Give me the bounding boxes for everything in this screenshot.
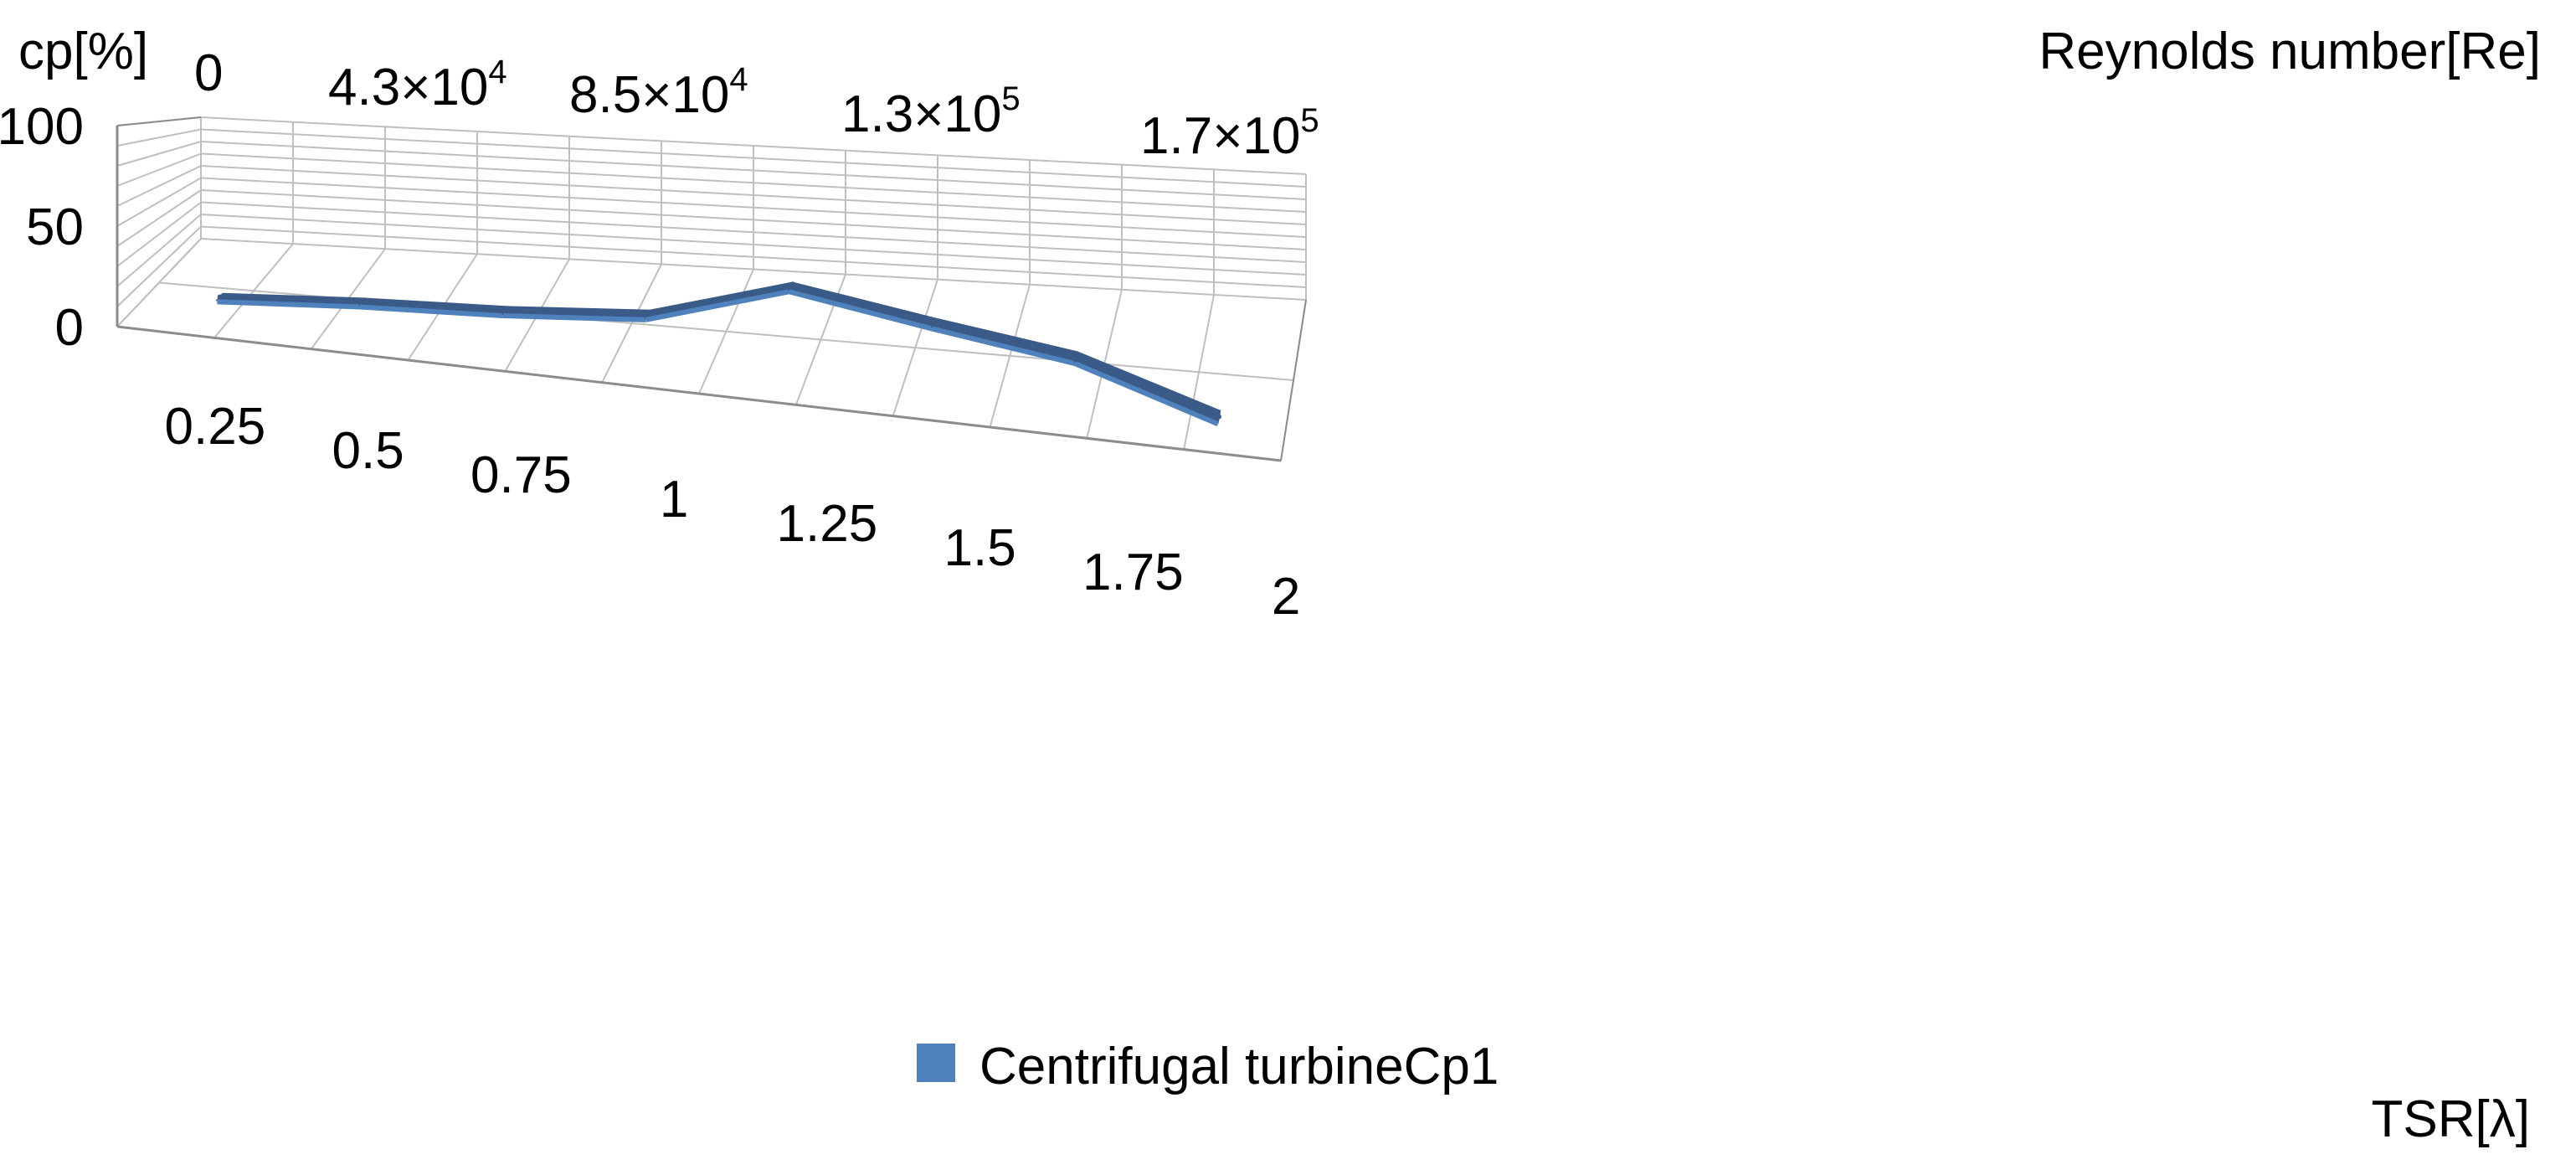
series-ribbon-front-edge [217,299,361,310]
side-wall-gridline [116,189,202,247]
series-ribbon-front-edge [1073,361,1219,427]
reynolds-tick-label: 4.3×104 [328,54,507,116]
series-ribbon-front-edge [502,313,646,322]
x-axis-ticks: 0.25 0.5 0.75 1 1.25 1.5 1.75 2 [165,398,1301,626]
chart-series [215,281,1222,427]
reynolds-tick-label: 1.3×105 [841,80,1021,143]
series-ribbon-segment [644,281,794,320]
y-axis-ticks: 0 50 100 [0,98,84,357]
x-tick-label: 0.75 [470,446,572,504]
legend-swatch [917,1044,955,1082]
x-tick-label: 1.75 [1082,544,1184,601]
series-point [502,307,508,313]
series-ribbon-front-edge [931,326,1076,367]
series-ribbon-segment [1073,351,1221,424]
side-wall-gridline [116,214,202,287]
reynolds-axis-ticks: 0 4.3×104 8.5×104 1.3×105 1.7×105 [194,44,1319,165]
series-ribbon-front-edge [645,289,790,322]
floor-right-edge [1280,299,1307,461]
side-wall-gridline [116,201,202,267]
y-tick-label: 100 [0,98,84,156]
side-wall-gridline [116,152,202,187]
series-point [788,283,794,289]
series-point [360,299,366,305]
y-axis-title: cp[%] [18,23,148,80]
series-point [931,320,937,326]
side-wall-gridline [116,128,202,147]
x-tick-label: 1.5 [944,519,1016,577]
x-tick-label: 1.25 [777,495,878,553]
x-axis-line [116,325,1282,462]
side-wall-gridline [116,165,202,207]
side-wall-top-edge [116,116,202,126]
series-ribbon-segment [788,281,937,328]
series-ribbon-front-edge [359,304,504,319]
y-tick-label: 0 [55,299,84,357]
legend-label: Centrifugal turbineCp1 [979,1038,1499,1095]
chart-grid [116,116,1307,462]
side-wall-gridline [116,177,202,227]
side-wall-gridline [116,225,202,307]
x-tick-label: 1 [660,471,688,528]
x-tick-label: 0.5 [332,422,404,480]
series-ribbon-front-edge [788,289,933,332]
y-tick-label: 50 [26,198,84,256]
x-axis-title: TSR[λ] [2372,1090,2530,1148]
side-wall-gridline [116,141,202,167]
series-point [1216,414,1222,420]
series-point [645,312,651,317]
legend: Centrifugal turbineCp1 [917,1038,1499,1095]
reynolds-axis-title: Reynolds number[Re] [2039,23,2541,80]
x-tick-label: 0.25 [165,398,266,456]
reynolds-tick-label: 1.7×105 [1140,102,1319,165]
x-tick-label: 2 [1272,568,1300,626]
series-point [1073,354,1079,360]
series-point [217,294,223,300]
reynolds-tick-label: 8.5×104 [569,61,748,124]
reynolds-tick-label: 0 [194,44,223,102]
